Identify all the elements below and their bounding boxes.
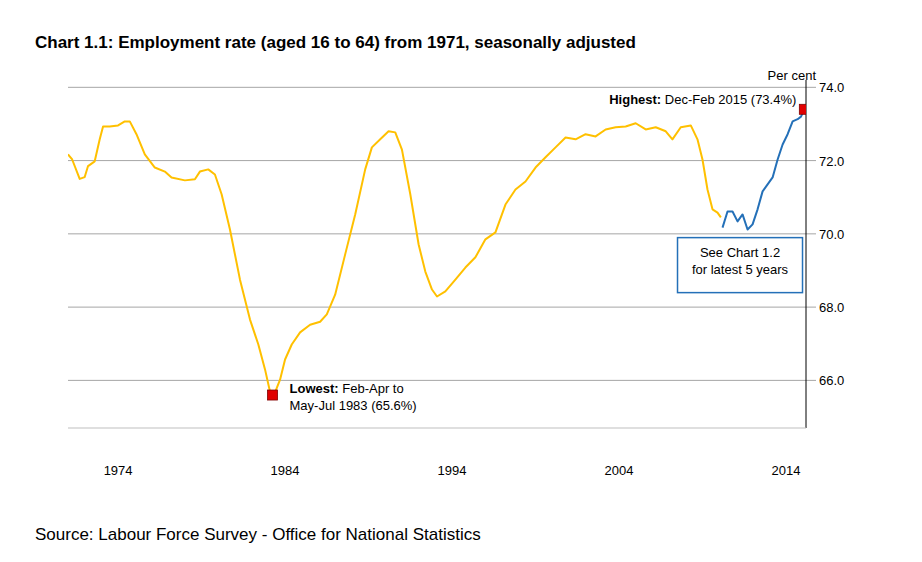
annotation-text: May-Jul 1983 (65.6%) (290, 398, 417, 413)
annotation-line: Feb-Apr to (342, 381, 403, 396)
annotation-line: Dec-Feb 2015 (73.4%) (665, 92, 797, 107)
callout-text: See Chart 1.2 (700, 245, 780, 260)
x-tick-label: 2014 (772, 463, 801, 478)
y-tick-label: 74.0 (819, 80, 844, 95)
grid-line (68, 380, 816, 381)
chart-svg: Chart 1.1: Employment rate (aged 16 to 6… (0, 0, 922, 562)
y-tick-label: 70.0 (819, 227, 844, 242)
grid-line (68, 233, 816, 234)
callout-text: for latest 5 years (692, 262, 789, 277)
plot-data (68, 104, 806, 400)
grid-line (68, 307, 816, 308)
annotation-label: Highest: (609, 92, 661, 107)
grid-line (68, 87, 816, 88)
series-line (723, 109, 805, 229)
y-axis-label: Per cent (768, 68, 817, 83)
x-tick-label: 2004 (605, 463, 634, 478)
page: {"chart_data": { "type": "line", "title"… (0, 0, 922, 562)
annotation-line: May-Jul 1983 (65.6%) (290, 398, 417, 413)
source: Source: Labour Force Survey - Office for… (35, 525, 481, 544)
annotation-label: Lowest: (290, 381, 339, 396)
annotation-text: Lowest: Feb-Apr to (290, 381, 404, 396)
callout-box (678, 238, 803, 293)
grid-line (68, 160, 816, 161)
grid (68, 87, 816, 380)
x-tick-label: 1994 (438, 463, 467, 478)
y-tick-label: 68.0 (819, 300, 844, 315)
x-axis (68, 428, 806, 429)
y-tick-label: 66.0 (819, 373, 844, 388)
y-tick-label: 72.0 (819, 154, 844, 169)
y-axis (806, 80, 807, 428)
series-line (68, 121, 721, 395)
background (0, 0, 922, 562)
title: Chart 1.1: Employment rate (aged 16 to 6… (35, 33, 636, 52)
x-tick-label: 1974 (104, 463, 133, 478)
annotation-marker (799, 104, 806, 114)
annotation-marker (268, 390, 278, 400)
x-tick-label: 1984 (271, 463, 300, 478)
annotation-text: Highest: Dec-Feb 2015 (73.4%) (609, 92, 796, 107)
